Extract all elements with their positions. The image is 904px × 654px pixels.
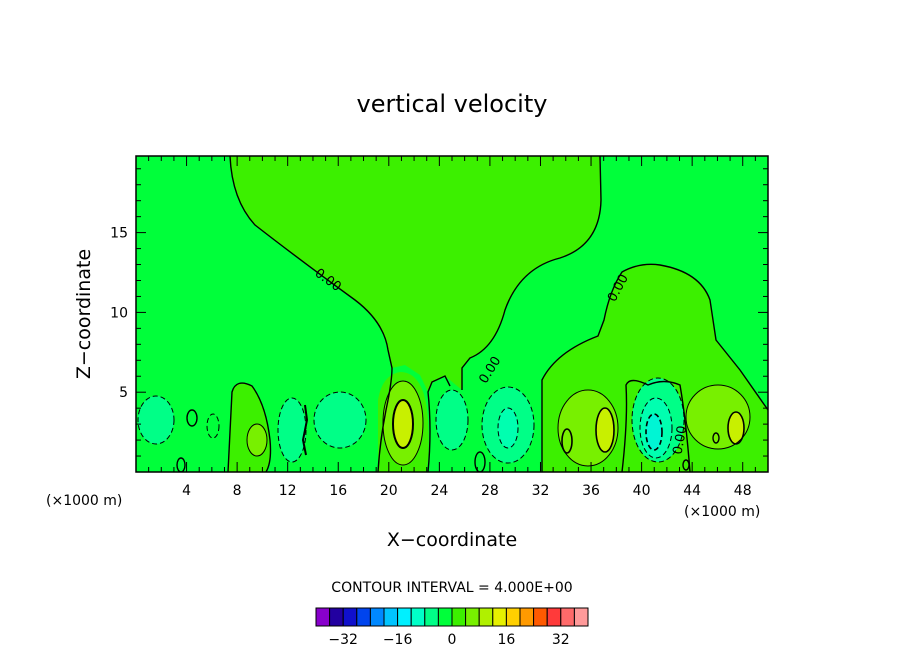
chart-title: vertical velocity — [357, 90, 548, 118]
dashed-neg-i — [645, 413, 663, 451]
dashed-neg-c — [313, 391, 367, 449]
x-tick-label: 4 — [182, 483, 191, 499]
dashed-neg-h — [639, 397, 673, 459]
colorbar-swatch — [451, 607, 467, 627]
colorbar-swatch — [437, 607, 453, 627]
contour-label-4: 0.00 — [671, 425, 691, 456]
colorbar-swatch — [356, 607, 371, 627]
contour-small-d — [682, 459, 690, 471]
colorbar-swatch — [533, 607, 548, 627]
dashed-neg-g — [631, 377, 685, 463]
neg-region-b — [278, 398, 306, 462]
upper-positive-region — [230, 156, 601, 392]
y-tick-label: 15 — [110, 226, 128, 242]
contour-small-e — [712, 432, 720, 444]
colorbar-swatch — [478, 607, 494, 627]
x-tick-label: 36 — [582, 483, 600, 499]
contour-small-a — [186, 409, 198, 427]
colorbar-swatch — [329, 607, 344, 627]
colorbar-swatch — [573, 607, 589, 627]
colorbar-swatch — [397, 607, 412, 627]
colorbar-tick-label: 0 — [448, 632, 457, 648]
x-tick-label: 16 — [329, 483, 347, 499]
colorbar-swatch — [465, 607, 480, 627]
contour-lines — [137, 156, 768, 472]
zero-contour-upper-right — [461, 156, 602, 390]
colorbar-swatch — [519, 607, 535, 627]
colorbar-swatch — [315, 607, 331, 627]
colorbar-tick-label: 16 — [497, 632, 515, 648]
x-tick-label: 28 — [481, 483, 499, 499]
contour-center-8 — [382, 380, 424, 466]
dashed-neg-b — [277, 397, 307, 463]
contour-right-8b — [685, 384, 751, 450]
contour-small-c — [474, 451, 486, 472]
x-tick-label: 24 — [430, 483, 448, 499]
neg-region-i — [646, 414, 662, 450]
x-unit-right: (×1000 m) — [684, 504, 760, 520]
left-peak-8 — [247, 424, 267, 456]
colorbar-swatch — [546, 607, 562, 627]
x-tick-label: 32 — [532, 483, 550, 499]
neg-region-d — [436, 390, 468, 450]
zero-contour-upper — [229, 156, 393, 472]
colorbar: −32 −16 0 16 32 — [315, 607, 589, 648]
colorbar-swatch — [369, 607, 385, 627]
x-tick-label: 12 — [279, 483, 297, 499]
zero-contour-left — [227, 382, 272, 472]
x-axis-label: X−coordinate — [387, 529, 517, 551]
contour-right-12a — [595, 407, 615, 453]
colorbar-swatch — [424, 607, 439, 627]
colorbar-swatch — [560, 607, 575, 627]
colorbar-tick-label: 32 — [552, 632, 570, 648]
dashed-neg-e — [481, 386, 535, 464]
colorbar-swatch — [505, 607, 521, 627]
colorbar-swatch — [383, 607, 399, 627]
x-tick-label: 8 — [233, 483, 242, 499]
contour-small-b — [176, 457, 186, 472]
zero-contour-mid — [427, 375, 451, 472]
plot-area: 0.00 0.00 0.00 0.00 4 8 12 16 20 24 28 32 36 40 44… — [110, 155, 769, 499]
neg-region-c — [314, 392, 366, 448]
x-unit-left: (×1000 m) — [46, 493, 122, 509]
dashed-neg-a — [137, 395, 175, 445]
colorbar-swatch — [410, 607, 426, 627]
contour-right-small — [561, 428, 573, 454]
right-peak-12b — [728, 412, 744, 444]
y-tick-label: 5 — [119, 385, 128, 401]
dashed-neg-d — [435, 389, 469, 451]
right-peak-12a — [596, 408, 614, 452]
zero-contour-right — [541, 263, 768, 472]
neg-region-f — [498, 408, 518, 448]
neg-region-a — [138, 396, 174, 444]
contour-right-12b — [727, 411, 745, 445]
x-tick-label: 44 — [683, 483, 701, 499]
x-tick-label: 20 — [380, 483, 398, 499]
x-tick-label: 40 — [633, 483, 651, 499]
x-axis-ticks: 4 8 12 16 20 24 28 32 36 40 44 48 — [148, 156, 756, 499]
contour-right-8a — [557, 389, 619, 467]
contour-interval-text: CONTOUR INTERVAL = 4.000E+00 — [331, 580, 572, 596]
x-tick-label: 48 — [734, 483, 752, 499]
center-peak-12 — [393, 400, 413, 448]
y-axis-label: Z−coordinate — [73, 249, 95, 379]
contour-center-12 — [392, 399, 414, 449]
contour-thin-left — [301, 404, 309, 456]
y-tick-label: 10 — [110, 305, 128, 321]
colorbar-swatch — [492, 607, 507, 627]
contour-fills — [138, 156, 768, 472]
dashed-neg-f — [497, 407, 519, 449]
contour-left-8 — [246, 423, 268, 457]
y-axis-ticks: 5 10 15 — [110, 168, 768, 457]
colorbar-tick-label: −16 — [383, 632, 413, 648]
colorbar-tick-label: −32 — [328, 632, 358, 648]
colorbar-swatch — [342, 607, 358, 627]
dashed-neg-j — [206, 413, 220, 439]
